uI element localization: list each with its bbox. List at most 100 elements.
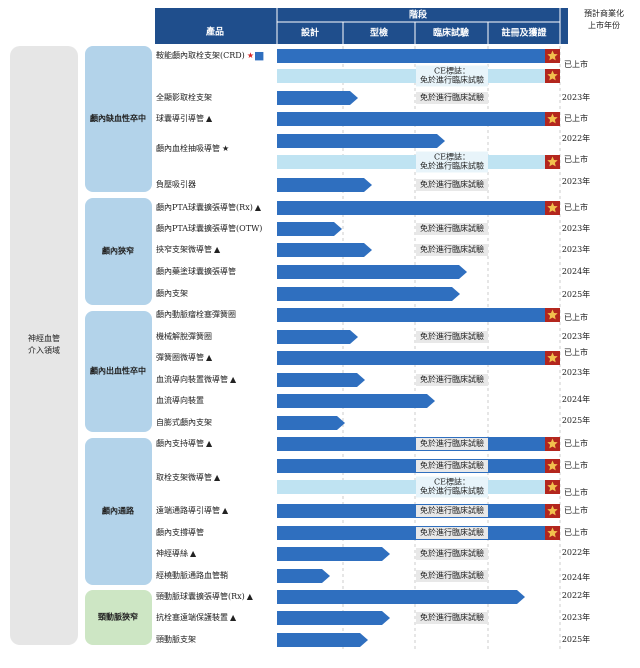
product-name: 彈簧圈微導管 xyxy=(156,352,204,362)
launch-year: 2025年 xyxy=(562,634,590,644)
launch-year: 2025年 xyxy=(562,289,590,299)
product-marker: ▲ xyxy=(222,506,229,515)
launch-year: 2024年 xyxy=(562,572,590,582)
launch-year: 2023年 xyxy=(562,176,590,186)
product-marker: ▲ xyxy=(214,473,221,482)
product-name: 血流導向裝置 xyxy=(156,395,204,405)
exemption-note: 免於進行臨床試驗 xyxy=(420,374,484,384)
stage-arrow xyxy=(277,633,368,647)
exemption-box xyxy=(416,505,488,517)
launch-year: 已上市 xyxy=(564,202,588,212)
exemption-note: 免於進行臨床試驗 xyxy=(420,75,484,85)
launch-year: 已上市 xyxy=(564,154,588,164)
exemption-note: 免於進行臨床試驗 xyxy=(420,244,484,254)
category-box xyxy=(85,46,152,192)
approval-star xyxy=(547,50,558,61)
stage-arrow xyxy=(277,590,525,604)
approval-star xyxy=(547,70,558,81)
stage-arrow xyxy=(277,178,372,192)
exemption-box xyxy=(416,548,488,560)
stage-label: 註冊及獲證 xyxy=(501,27,547,39)
exemption-note: 免於進行臨床試驗 xyxy=(420,460,484,470)
launch-year: 已上市 xyxy=(564,527,588,537)
product-marker: ▲ xyxy=(206,353,213,362)
launch-year: 2023年 xyxy=(562,331,590,341)
approval-star xyxy=(547,113,558,124)
product-name: 頸動脈球囊擴張導管(Rx) xyxy=(156,591,245,601)
category-label: 顱內通路 xyxy=(101,506,135,516)
product-name: 顱內PTA球囊擴張導管(OTW) xyxy=(156,223,262,233)
product-name: 遠端通路導引導管 xyxy=(156,505,220,515)
category-box xyxy=(85,438,152,585)
field-box xyxy=(10,46,78,645)
exemption-box xyxy=(416,179,488,191)
product-name: 全顯影取栓支架 xyxy=(156,92,212,102)
product-name: 抗栓塞遠端保護裝置 xyxy=(156,612,228,622)
field-label: 神經血管介入領域 xyxy=(28,333,60,355)
exemption-note: 免於進行臨床試驗 xyxy=(420,548,484,558)
exemption-note: 免於進行臨床試驗 xyxy=(420,92,484,102)
exemption-note: 免於進行臨床試驗 xyxy=(420,505,484,515)
exemption-note: 免於進行臨床試驗 xyxy=(420,570,484,580)
launch-year: 2024年 xyxy=(562,266,590,276)
exemption-box xyxy=(416,438,488,450)
launch-year: 已上市 xyxy=(564,460,588,470)
stage-arrow xyxy=(277,373,365,387)
product-name: 頸動脈支架 xyxy=(156,634,196,644)
exemption-box xyxy=(416,527,488,539)
product-marker: ▲ xyxy=(247,592,254,601)
category-label: 顱內缺血性卒中 xyxy=(89,113,146,123)
exemption-note: CE標誌： xyxy=(434,152,470,162)
category-box xyxy=(85,198,152,305)
product-name: 神經導絲 xyxy=(156,548,188,558)
stage-arrow xyxy=(277,569,330,583)
exemption-note: CE標誌： xyxy=(434,66,470,76)
product-name: 鞍能顱內取栓支架(CRD) xyxy=(156,50,245,60)
stage-arrow xyxy=(277,330,358,344)
launch-year: 2022年 xyxy=(562,133,590,143)
exemption-box xyxy=(416,570,488,582)
product-name: 顱內PTA球囊擴張導管(Rx) xyxy=(156,202,253,212)
stage-arrow xyxy=(277,243,372,257)
product-name: 機械解脫彈簧圈 xyxy=(156,331,212,341)
approval-star xyxy=(547,505,558,516)
launch-year: 已上市 xyxy=(564,113,588,123)
product-name: 顱內支架 xyxy=(156,288,188,298)
product-name: 取栓支架微導管 xyxy=(156,472,212,482)
launch-year: 已上市 xyxy=(564,487,588,497)
product-name: 顱內支撐導管 xyxy=(156,527,204,537)
stage-arrow xyxy=(277,611,390,625)
product-name: 顱內藥塗球囊擴張導管 xyxy=(156,266,236,276)
stage-arrow xyxy=(277,134,445,148)
approval-star xyxy=(547,156,558,167)
exemption-box xyxy=(416,65,488,87)
launch-year: 2022年 xyxy=(562,590,590,600)
stage-arrow xyxy=(277,49,560,63)
exemption-note: CE標誌： xyxy=(434,477,470,487)
exemption-box xyxy=(416,476,488,498)
exemption-box xyxy=(416,460,488,472)
exemption-note: 免於進行臨床試驗 xyxy=(420,527,484,537)
launch-year: 已上市 xyxy=(564,347,588,357)
category-label: 顱內狹窄 xyxy=(101,246,134,256)
category-box xyxy=(85,590,152,645)
category-box xyxy=(85,311,152,432)
stage-arrow xyxy=(277,287,460,301)
product-marker: ▲ xyxy=(230,613,237,622)
product-marker: ▲ xyxy=(255,203,262,212)
launch-year: 2022年 xyxy=(562,547,590,557)
product-marker: ▲ xyxy=(206,439,213,448)
category-label: 頸動脈狹窄 xyxy=(98,612,138,622)
category-label: 顱內出血性卒中 xyxy=(89,366,146,376)
launch-year: 2025年 xyxy=(562,415,590,425)
stage-label: 設計 xyxy=(301,27,319,39)
product-name: 血流導向裝置微導管 xyxy=(156,374,228,384)
product-marker: ★■ xyxy=(247,49,265,62)
launch-year: 2023年 xyxy=(562,223,590,233)
stage-arrow xyxy=(277,222,342,236)
approval-star xyxy=(547,438,558,449)
product-marker: ▲ xyxy=(230,375,237,384)
stage-arrow xyxy=(277,547,390,561)
exemption-note: 免於進行臨床試驗 xyxy=(420,161,484,171)
